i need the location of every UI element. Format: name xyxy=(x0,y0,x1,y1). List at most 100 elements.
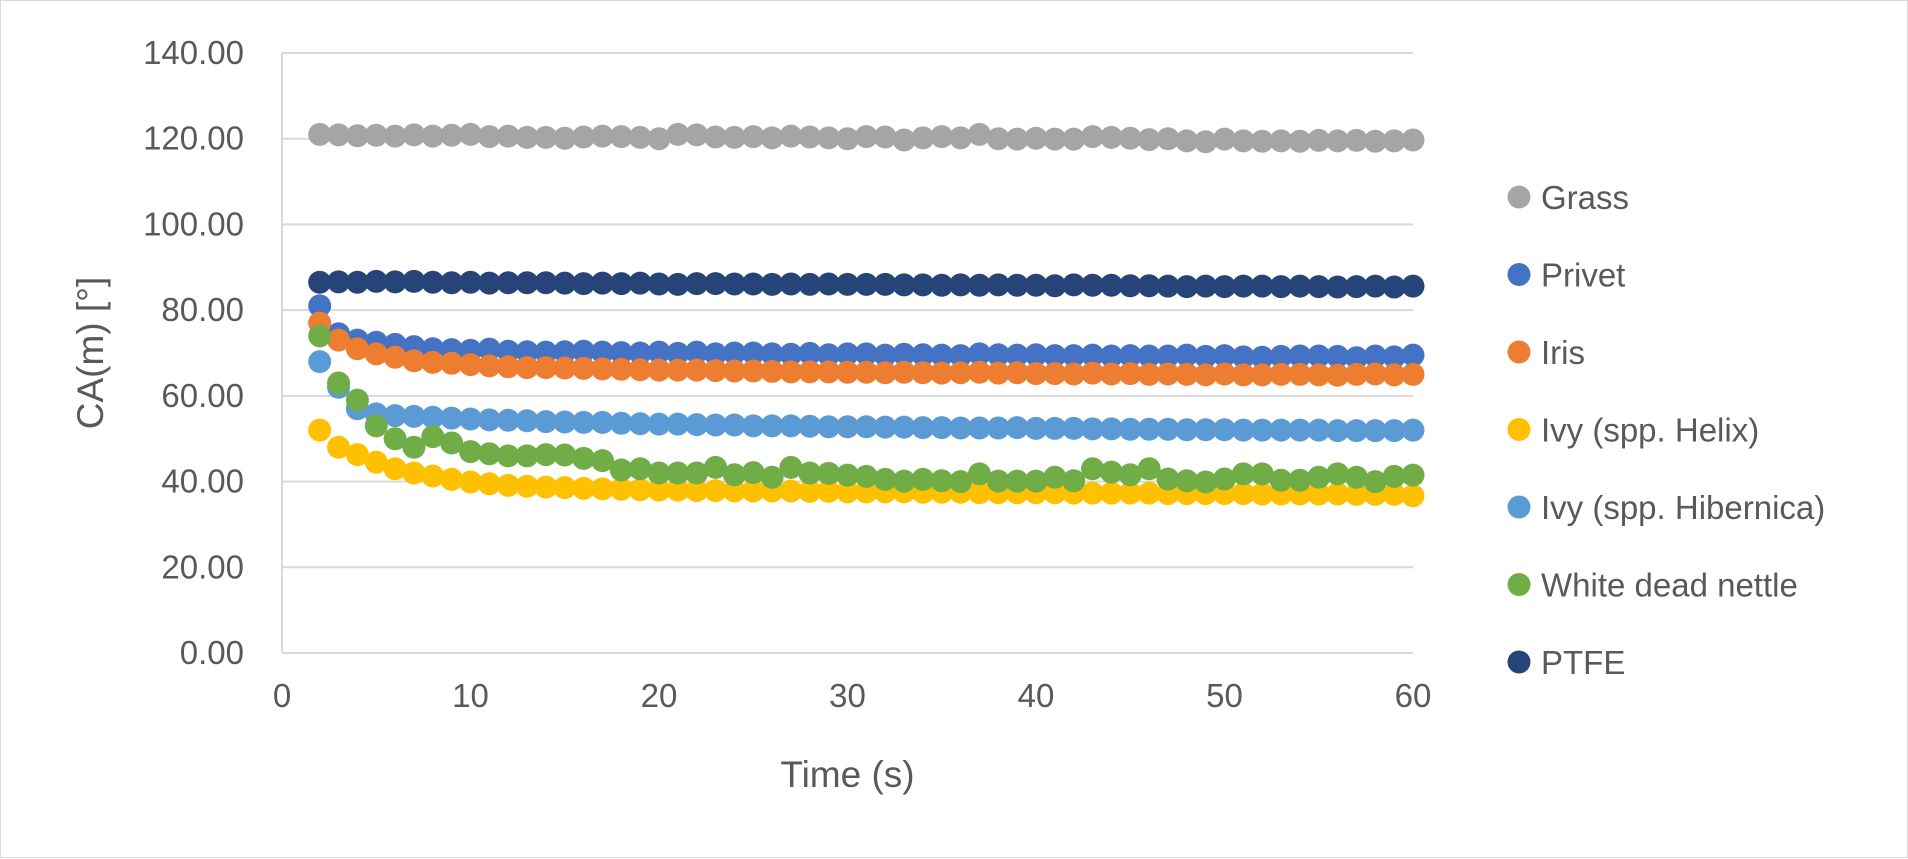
y-tick-label: 100.00 xyxy=(143,205,244,242)
data-point xyxy=(440,431,464,455)
data-point xyxy=(1401,343,1425,367)
data-point xyxy=(967,416,991,440)
data-point xyxy=(1156,467,1180,491)
data-point xyxy=(1288,129,1312,153)
x-tick-label: 50 xyxy=(1206,677,1243,714)
series-2 xyxy=(308,311,1425,387)
data-point xyxy=(1307,465,1331,489)
data-point xyxy=(1024,126,1048,150)
data-point xyxy=(1175,362,1199,386)
data-point xyxy=(609,477,633,501)
data-point xyxy=(1062,362,1086,386)
data-point xyxy=(1194,363,1218,387)
data-point xyxy=(1081,417,1105,441)
data-point xyxy=(1307,418,1331,442)
legend-marker xyxy=(1507,650,1531,674)
data-point xyxy=(1156,274,1180,298)
data-point xyxy=(685,123,709,147)
data-point xyxy=(1099,417,1123,441)
data-point xyxy=(1250,129,1274,153)
data-point xyxy=(628,358,652,382)
data-point xyxy=(1269,468,1293,492)
data-point xyxy=(854,360,878,384)
data-point xyxy=(459,122,482,146)
data-point xyxy=(741,479,765,503)
data-point xyxy=(609,458,633,482)
data-point xyxy=(1005,343,1029,367)
data-point xyxy=(609,341,633,365)
data-point xyxy=(1326,363,1350,387)
data-point xyxy=(477,271,501,295)
data-point xyxy=(477,408,501,432)
data-point xyxy=(836,360,859,384)
data-point xyxy=(1099,460,1123,484)
data-point xyxy=(345,337,369,361)
data-point xyxy=(1401,418,1425,442)
data-point xyxy=(327,123,351,147)
data-point xyxy=(364,123,388,147)
data-point xyxy=(1118,126,1142,150)
data-point xyxy=(1326,129,1350,153)
data-point xyxy=(949,344,973,368)
data-point xyxy=(779,414,803,438)
data-point xyxy=(1081,457,1105,481)
data-point xyxy=(628,271,652,295)
data-point xyxy=(496,473,520,497)
data-point xyxy=(1231,462,1255,486)
data-point xyxy=(930,125,954,149)
x-tick-label: 30 xyxy=(829,677,866,714)
data-point xyxy=(534,410,558,434)
data-point xyxy=(704,359,728,383)
data-point xyxy=(647,272,671,296)
data-point xyxy=(986,273,1010,297)
data-point xyxy=(1344,482,1368,506)
data-point xyxy=(986,343,1010,367)
data-point xyxy=(760,272,784,296)
data-point xyxy=(609,272,633,296)
series-5 xyxy=(308,324,1425,494)
data-point xyxy=(836,127,859,151)
data-point xyxy=(515,444,539,468)
x-tick-label: 20 xyxy=(641,677,678,714)
data-point xyxy=(515,340,539,364)
legend-marker xyxy=(1507,495,1531,519)
data-point xyxy=(685,272,709,296)
legend-label: Ivy (spp. Helix) xyxy=(1541,412,1759,449)
data-point xyxy=(1118,344,1142,368)
data-point xyxy=(1081,343,1105,367)
data-point xyxy=(1194,418,1218,442)
data-point xyxy=(308,294,332,318)
data-point xyxy=(949,361,973,385)
data-point xyxy=(1118,274,1142,298)
data-point xyxy=(327,371,351,395)
data-point xyxy=(704,413,728,437)
data-point xyxy=(1213,344,1236,368)
data-point xyxy=(1344,419,1368,443)
data-point xyxy=(1382,363,1406,387)
data-point xyxy=(590,271,614,295)
data-point xyxy=(1024,273,1048,297)
data-point xyxy=(308,122,332,146)
data-point xyxy=(1401,362,1425,386)
data-point xyxy=(1250,274,1274,298)
data-point xyxy=(1024,416,1048,440)
data-point xyxy=(854,415,878,439)
data-point xyxy=(440,123,464,147)
data-point xyxy=(459,440,482,464)
data-point xyxy=(647,412,671,436)
data-point xyxy=(364,342,388,366)
data-point xyxy=(308,418,332,442)
data-point xyxy=(440,271,464,295)
legend-label: Ivy (spp. Hibernica) xyxy=(1541,489,1825,526)
data-point xyxy=(779,455,803,479)
data-point xyxy=(836,463,859,487)
data-point xyxy=(722,479,746,503)
data-point xyxy=(930,273,954,297)
data-point xyxy=(1043,127,1067,151)
data-point xyxy=(854,464,878,488)
data-point xyxy=(1062,416,1086,440)
data-point xyxy=(308,324,332,348)
data-point xyxy=(1175,343,1199,367)
data-point xyxy=(836,415,859,439)
data-point xyxy=(1344,275,1368,299)
